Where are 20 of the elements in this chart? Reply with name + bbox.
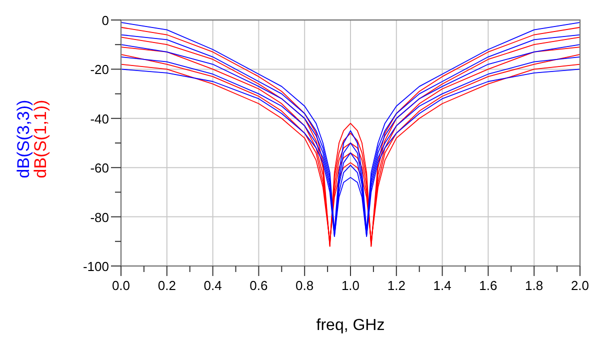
- y-tick-label: -100: [82, 259, 109, 274]
- x-tick-label: 1.6: [479, 278, 498, 293]
- x-tick-label: 0.4: [204, 278, 222, 293]
- y-tick-label: -40: [90, 111, 109, 126]
- x-tick-label: 0.0: [112, 278, 130, 293]
- text: dB(S(3,3)): [14, 100, 33, 178]
- y-tick-label: -80: [90, 210, 109, 225]
- x-axis-title: freq, GHz: [316, 317, 385, 334]
- x-tick-label: 1.0: [341, 278, 360, 293]
- x-tick-label: 2.0: [570, 278, 590, 293]
- x-tick-label: 1.4: [433, 278, 452, 293]
- x-tick-label: 0.8: [296, 278, 314, 293]
- x-tick-label: 1.2: [387, 278, 406, 293]
- text: dB(S(1,1)): [31, 100, 50, 178]
- x-tick-label: 0.2: [158, 278, 176, 293]
- y-tick-label: -20: [90, 62, 109, 78]
- x-tick-label: 1.8: [525, 278, 544, 293]
- y-tick-label: -60: [90, 160, 109, 176]
- x-tick-label: 0.6: [250, 278, 268, 293]
- y-tick-label: 0: [102, 13, 109, 28]
